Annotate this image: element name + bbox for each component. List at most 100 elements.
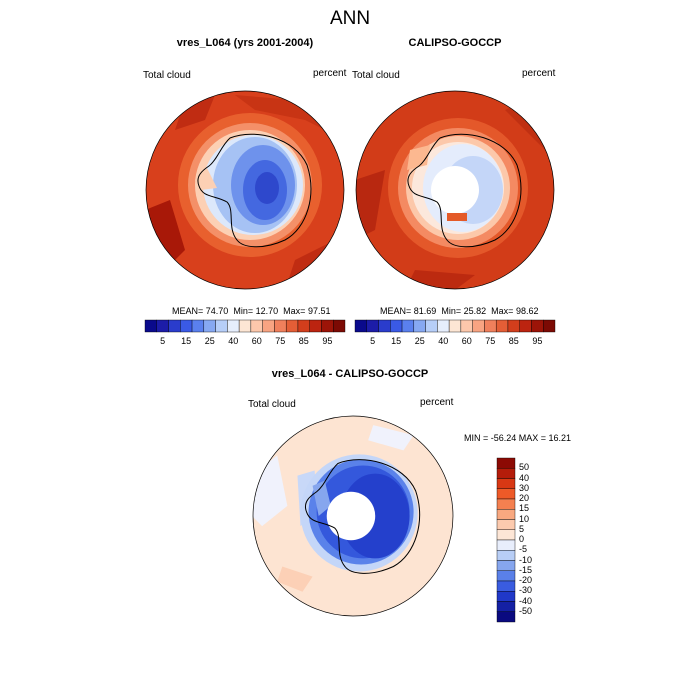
- panel-2-colorbar-ticks: 5 15 25 40 60 75 85 95: [355, 336, 555, 348]
- diff-panel-variable-label: Total cloud: [248, 399, 296, 410]
- panel-1-units-label: percent: [313, 68, 347, 79]
- colorbar-box: [472, 319, 485, 333]
- colorbar-box: [401, 319, 415, 333]
- colorbar-box: [156, 319, 169, 333]
- colorbar-box: [448, 319, 462, 333]
- colorbar-box: [144, 319, 157, 333]
- colorbar-box: [413, 319, 426, 333]
- colorbar-tick-label: 75: [275, 336, 286, 346]
- panel-2-max-value: 98.62: [515, 306, 539, 316]
- diff-colorbar-tick-label: 30: [519, 482, 530, 493]
- colorbar-tick-label: 15: [181, 336, 192, 346]
- panel-1-variable-label: Total cloud: [143, 70, 191, 81]
- colorbar-box: [495, 319, 509, 333]
- colorbar-tick-label: 40: [228, 336, 239, 346]
- panel-2-units-label: percent: [522, 68, 556, 79]
- diff-colorbar-tick-label: 20: [519, 493, 530, 503]
- diff-colorbar: [496, 457, 516, 623]
- panel-2-min-value: 25.82: [463, 306, 487, 316]
- colorbar-tick-label: 25: [414, 336, 425, 346]
- diff-colorbar-box: [496, 611, 516, 623]
- colorbar-box: [425, 319, 438, 333]
- colorbar-box: [543, 319, 556, 333]
- diff-colorbar-box: [496, 488, 516, 500]
- colorbar-tick-label: 95: [532, 336, 543, 346]
- colorbar-box: [168, 319, 181, 333]
- colorbar-box: [531, 319, 544, 333]
- diff-colorbar-box: [496, 550, 516, 561]
- colorbar-box: [366, 319, 379, 333]
- colorbar-box: [437, 319, 450, 333]
- colorbar-box: [309, 319, 322, 333]
- diff-colorbar-box: [496, 478, 516, 489]
- diff-colorbar-tick-label: 10: [519, 513, 530, 524]
- colorbar-box: [180, 319, 193, 333]
- diff-colorbar-tick-label: 40: [519, 472, 530, 483]
- diff-colorbar-tick-label: -20: [519, 575, 533, 585]
- diff-colorbar-tick-label: 5: [519, 523, 525, 534]
- colorbar-box: [519, 319, 532, 333]
- colorbar-box: [285, 319, 299, 333]
- panel-2-variable-label: Total cloud: [352, 70, 400, 81]
- colorbar-tick-label: 60: [251, 336, 262, 346]
- diff-panel-units-label: percent: [420, 397, 454, 408]
- diff-colorbar-box: [496, 601, 516, 612]
- diff-panel-map: [252, 415, 454, 617]
- colorbar-tick-label: 85: [298, 336, 309, 346]
- colorbar-box: [378, 319, 391, 333]
- panel-2-title: CALIPSO-GOCCP: [408, 37, 502, 49]
- colorbar-tick-label: 75: [485, 336, 496, 346]
- colorbar-tick-label: 60: [461, 336, 472, 346]
- diff-colorbar-box: [496, 457, 516, 469]
- diff-colorbar-box: [496, 560, 516, 571]
- diff-colorbar-box: [496, 570, 516, 582]
- diff-panel-minmax: MIN = -56.24 MAX = 16.21: [464, 433, 572, 443]
- colorbar-tick-label: 5: [160, 336, 166, 346]
- diff-colorbar-box: [496, 498, 516, 510]
- colorbar-box: [227, 319, 240, 333]
- diff-colorbar-tick-label: -15: [519, 564, 533, 575]
- panel-1-colorbar-ticks: 5 15 25 40 60 75 85 95: [145, 336, 345, 348]
- colorbar-box: [354, 319, 367, 333]
- colorbar-box: [262, 319, 275, 333]
- diff-colorbar-tick-label: 15: [519, 503, 530, 514]
- colorbar-box: [203, 319, 216, 333]
- colorbar-box: [484, 319, 497, 333]
- diff-colorbar-box: [496, 509, 516, 520]
- colorbar-box: [333, 319, 346, 333]
- panel-1-mean-value: 74.70: [205, 306, 229, 316]
- colorbar-tick-label: 15: [391, 336, 402, 346]
- diff-colorbar-tick-label: 0: [519, 534, 525, 544]
- panel-1-max-value: 97.51: [307, 306, 331, 316]
- diff-colorbar-tick-label: -5: [519, 544, 528, 555]
- diff-colorbar-tick-label: -40: [519, 595, 533, 606]
- colorbar-tick-label: 5: [370, 336, 376, 346]
- diff-colorbar-tick-label: -10: [519, 554, 533, 565]
- colorbar-box: [390, 319, 403, 333]
- diff-colorbar-box: [496, 539, 516, 551]
- panel-1-stats: MEAN= 74.70 Min= 12.70 Max= 97.51: [172, 306, 330, 316]
- diff-colorbar-box: [496, 591, 516, 602]
- diff-panel-title: vres_L064 - CALIPSO-GOCCP: [271, 368, 429, 380]
- colorbar-box: [250, 319, 263, 333]
- colorbar-box: [238, 319, 252, 333]
- diff-colorbar-tick-label: -50: [519, 605, 533, 616]
- colorbar-box: [460, 319, 473, 333]
- colorbar-box: [507, 319, 520, 333]
- panel-1-max-label: Max=: [283, 306, 306, 316]
- panel-2-mean-label: MEAN=: [380, 306, 412, 316]
- colorbar-box: [191, 319, 205, 333]
- diff-colorbar-box: [496, 468, 516, 479]
- colorbar-box: [321, 319, 334, 333]
- diff-colorbar-box: [496, 529, 516, 541]
- colorbar-box: [297, 319, 310, 333]
- panel-1-mean-label: MEAN=: [172, 306, 204, 316]
- colorbar-tick-label: 25: [204, 336, 215, 346]
- diff-colorbar-tick-label: -30: [519, 585, 533, 596]
- diff-colorbar-tick-label: 50: [519, 462, 530, 473]
- colorbar-tick-label: 85: [508, 336, 519, 346]
- colorbar-tick-label: 95: [322, 336, 333, 346]
- colorbar-box: [274, 319, 287, 333]
- colorbar-box: [215, 319, 228, 333]
- diff-colorbar-box: [496, 519, 516, 530]
